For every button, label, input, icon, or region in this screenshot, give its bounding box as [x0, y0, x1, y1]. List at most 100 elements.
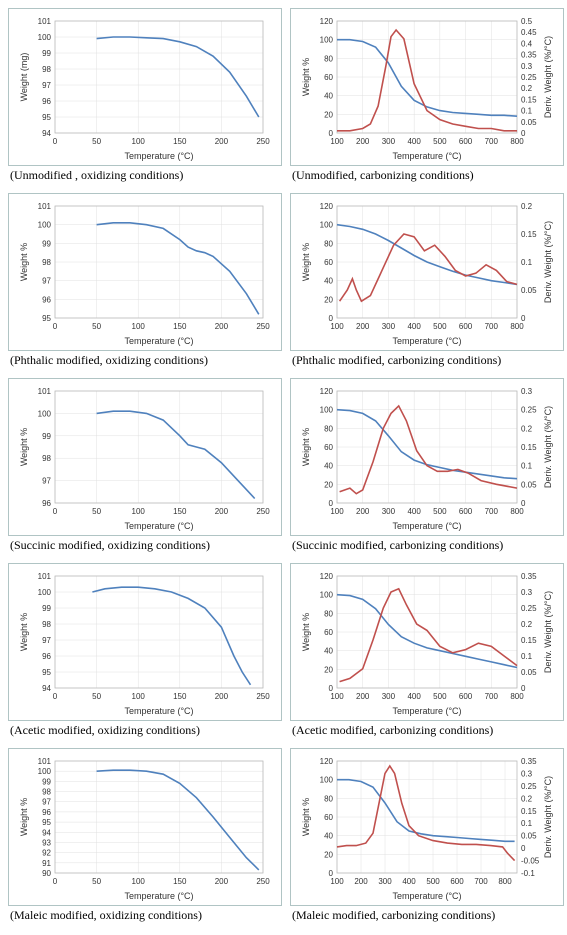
svg-text:200: 200: [356, 137, 370, 146]
svg-text:Temperature (°C): Temperature (°C): [124, 336, 193, 346]
svg-text:Weight %: Weight %: [301, 798, 311, 836]
svg-text:150: 150: [173, 507, 187, 516]
svg-text:20: 20: [324, 480, 333, 489]
svg-text:95: 95: [42, 668, 51, 677]
svg-text:100: 100: [330, 137, 344, 146]
svg-text:0.2: 0.2: [521, 620, 533, 629]
svg-text:120: 120: [320, 202, 334, 211]
svg-text:0: 0: [521, 844, 526, 853]
svg-text:250: 250: [256, 322, 270, 331]
svg-text:0: 0: [521, 314, 526, 323]
svg-text:100: 100: [132, 507, 146, 516]
svg-text:400: 400: [407, 137, 421, 146]
svg-text:700: 700: [485, 507, 499, 516]
svg-text:Temperature (°C): Temperature (°C): [392, 706, 461, 716]
svg-text:200: 200: [356, 692, 370, 701]
svg-text:99: 99: [42, 777, 51, 786]
svg-text:99: 99: [42, 432, 51, 441]
chart-phth_ox: 9596979899100101050100150200250Temperatu…: [8, 193, 282, 351]
svg-text:150: 150: [173, 692, 187, 701]
svg-text:200: 200: [354, 877, 368, 886]
svg-text:40: 40: [324, 462, 333, 471]
svg-text:Deriv. Weight (%/°C): Deriv. Weight (%/°C): [543, 406, 553, 488]
svg-text:0.35: 0.35: [521, 572, 537, 581]
svg-text:100: 100: [38, 588, 52, 597]
svg-text:95: 95: [42, 818, 51, 827]
svg-text:20: 20: [324, 110, 333, 119]
svg-text:0.15: 0.15: [521, 443, 537, 452]
svg-text:101: 101: [38, 572, 52, 581]
svg-text:0: 0: [521, 129, 526, 138]
svg-text:600: 600: [459, 137, 473, 146]
svg-text:250: 250: [256, 692, 270, 701]
svg-text:0.1: 0.1: [521, 107, 533, 116]
svg-text:0: 0: [53, 137, 58, 146]
svg-text:99: 99: [42, 49, 51, 58]
svg-text:0.15: 0.15: [521, 95, 537, 104]
svg-text:800: 800: [510, 137, 524, 146]
svg-text:95: 95: [42, 314, 51, 323]
svg-text:500: 500: [426, 877, 440, 886]
svg-text:40: 40: [324, 832, 333, 841]
svg-text:800: 800: [510, 692, 524, 701]
svg-text:100: 100: [330, 877, 344, 886]
svg-text:91: 91: [42, 859, 51, 868]
svg-text:Deriv. Weight (%/°C): Deriv. Weight (%/°C): [543, 221, 553, 303]
svg-text:0.25: 0.25: [521, 406, 537, 415]
svg-text:200: 200: [356, 507, 370, 516]
svg-text:0: 0: [53, 507, 58, 516]
svg-text:200: 200: [215, 692, 229, 701]
svg-text:20: 20: [324, 295, 333, 304]
svg-text:0.3: 0.3: [521, 387, 533, 396]
svg-text:Temperature (°C): Temperature (°C): [124, 521, 193, 531]
chart-cell-acet_ox: 949596979899100101050100150200250Tempera…: [8, 563, 282, 742]
svg-text:120: 120: [320, 757, 334, 766]
chart-grid: 949596979899100101050100150200250Tempera…: [8, 8, 559, 927]
svg-text:20: 20: [324, 665, 333, 674]
svg-text:Deriv. Weight (%/°C): Deriv. Weight (%/°C): [543, 591, 553, 673]
svg-text:94: 94: [42, 129, 51, 138]
svg-text:97: 97: [42, 277, 51, 286]
svg-text:94: 94: [42, 684, 51, 693]
svg-text:0.05: 0.05: [521, 480, 537, 489]
svg-text:90: 90: [42, 869, 51, 878]
svg-text:Weight %: Weight %: [19, 613, 29, 651]
svg-text:300: 300: [382, 322, 396, 331]
svg-text:50: 50: [92, 137, 101, 146]
svg-text:0: 0: [53, 877, 58, 886]
chart-succ_ox: 96979899100101050100150200250Temperature…: [8, 378, 282, 536]
svg-text:96: 96: [42, 97, 51, 106]
svg-text:400: 400: [402, 877, 416, 886]
svg-text:0.05: 0.05: [521, 832, 537, 841]
svg-text:95: 95: [42, 113, 51, 122]
svg-text:80: 80: [324, 424, 333, 433]
caption-succ_carb: (Succinic modified, carbonizing conditio…: [290, 536, 564, 557]
svg-text:500: 500: [433, 322, 447, 331]
svg-text:101: 101: [38, 387, 52, 396]
caption-succ_ox: (Succinic modified, oxidizing conditions…: [8, 536, 282, 557]
svg-text:0.5: 0.5: [521, 17, 533, 26]
svg-text:100: 100: [320, 591, 334, 600]
svg-text:300: 300: [378, 877, 392, 886]
svg-text:0.45: 0.45: [521, 28, 537, 37]
svg-text:100: 100: [320, 221, 334, 230]
svg-text:0.25: 0.25: [521, 604, 537, 613]
svg-text:800: 800: [498, 877, 512, 886]
chart-cell-succ_carb: 0204060801001201002003004005006007008000…: [290, 378, 564, 557]
svg-text:101: 101: [38, 757, 52, 766]
svg-text:100: 100: [132, 877, 146, 886]
svg-text:Temperature (°C): Temperature (°C): [124, 151, 193, 161]
svg-text:600: 600: [450, 877, 464, 886]
chart-cell-phth_carb: 0204060801001201002003004005006007008000…: [290, 193, 564, 372]
svg-text:0.2: 0.2: [521, 202, 533, 211]
chart-cell-unmod_ox: 949596979899100101050100150200250Tempera…: [8, 8, 282, 187]
svg-text:60: 60: [324, 73, 333, 82]
svg-text:98: 98: [42, 454, 51, 463]
svg-text:100: 100: [320, 36, 334, 45]
caption-phth_ox: (Phthalic modified, oxidizing conditions…: [8, 351, 282, 372]
svg-text:0.1: 0.1: [521, 652, 533, 661]
svg-text:400: 400: [407, 692, 421, 701]
chart-succ_carb: 0204060801001201002003004005006007008000…: [290, 378, 564, 536]
svg-text:600: 600: [459, 507, 473, 516]
svg-text:97: 97: [42, 477, 51, 486]
